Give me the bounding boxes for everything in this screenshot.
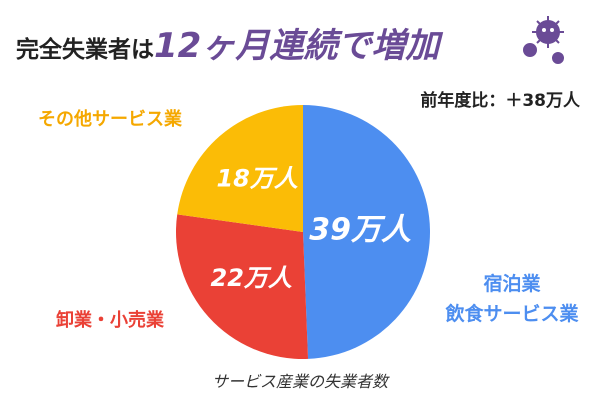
pie-slice-2	[177, 105, 303, 232]
virus-icon	[523, 16, 564, 64]
category-label-1: 卸業・小売業	[56, 309, 165, 331]
yoy-change-label: 前年度比：＋38万人	[420, 91, 580, 111]
value-label-2: 18万人	[216, 164, 297, 192]
chart-caption: サービス産業の失業者数	[211, 372, 388, 391]
value-label-1: 22万人	[211, 264, 292, 292]
pie-slice-0	[303, 105, 431, 359]
pie-slice-1	[176, 214, 309, 360]
category-label-2: その他サービス業	[38, 108, 183, 130]
category-label-0: 宿泊業飲食サービス業	[444, 272, 579, 325]
title-prefix: 完全失業者は	[16, 37, 154, 63]
value-label-0: 39万人	[309, 212, 411, 247]
title-highlight: 12ヶ月連続で増加	[154, 26, 440, 66]
page-title: 完全失業者は12ヶ月連続で増加	[16, 18, 439, 67]
